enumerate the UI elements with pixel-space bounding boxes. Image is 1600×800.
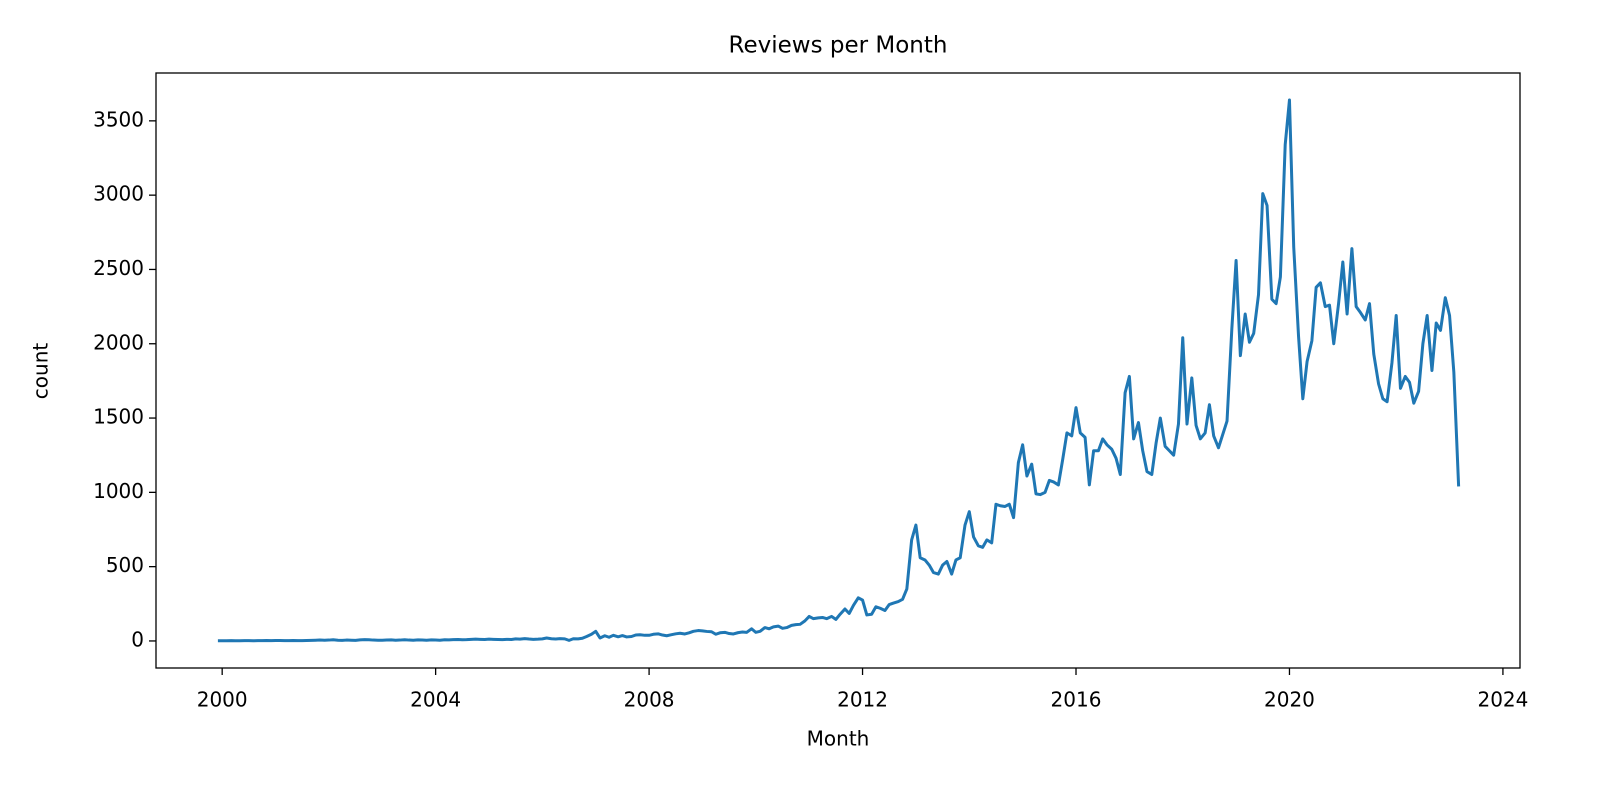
y-axis-label: count bbox=[29, 343, 53, 400]
y-tick-label: 2500 bbox=[93, 256, 144, 280]
x-tick-label: 2020 bbox=[1264, 688, 1315, 712]
x-tick-label: 2008 bbox=[624, 688, 675, 712]
x-tick-label: 2024 bbox=[1477, 688, 1528, 712]
x-tick-label: 2016 bbox=[1051, 688, 1102, 712]
x-tick-label: 2004 bbox=[410, 688, 461, 712]
y-tick-label: 1500 bbox=[93, 405, 144, 429]
data-line bbox=[217, 98, 1461, 643]
plot-frame bbox=[155, 72, 1521, 669]
y-tick-label: 1000 bbox=[93, 479, 144, 503]
y-tick-label: 2000 bbox=[93, 330, 144, 354]
y-tick-label: 500 bbox=[106, 553, 144, 577]
chart-title: Reviews per Month bbox=[729, 33, 948, 59]
y-tick-label: 3000 bbox=[93, 182, 144, 206]
y-tick-label: 0 bbox=[131, 627, 144, 651]
y-tick-label: 3500 bbox=[93, 107, 144, 131]
x-axis-label: Month bbox=[807, 727, 870, 751]
x-tick-label: 2012 bbox=[837, 688, 888, 712]
x-tick-label: 2000 bbox=[197, 688, 248, 712]
